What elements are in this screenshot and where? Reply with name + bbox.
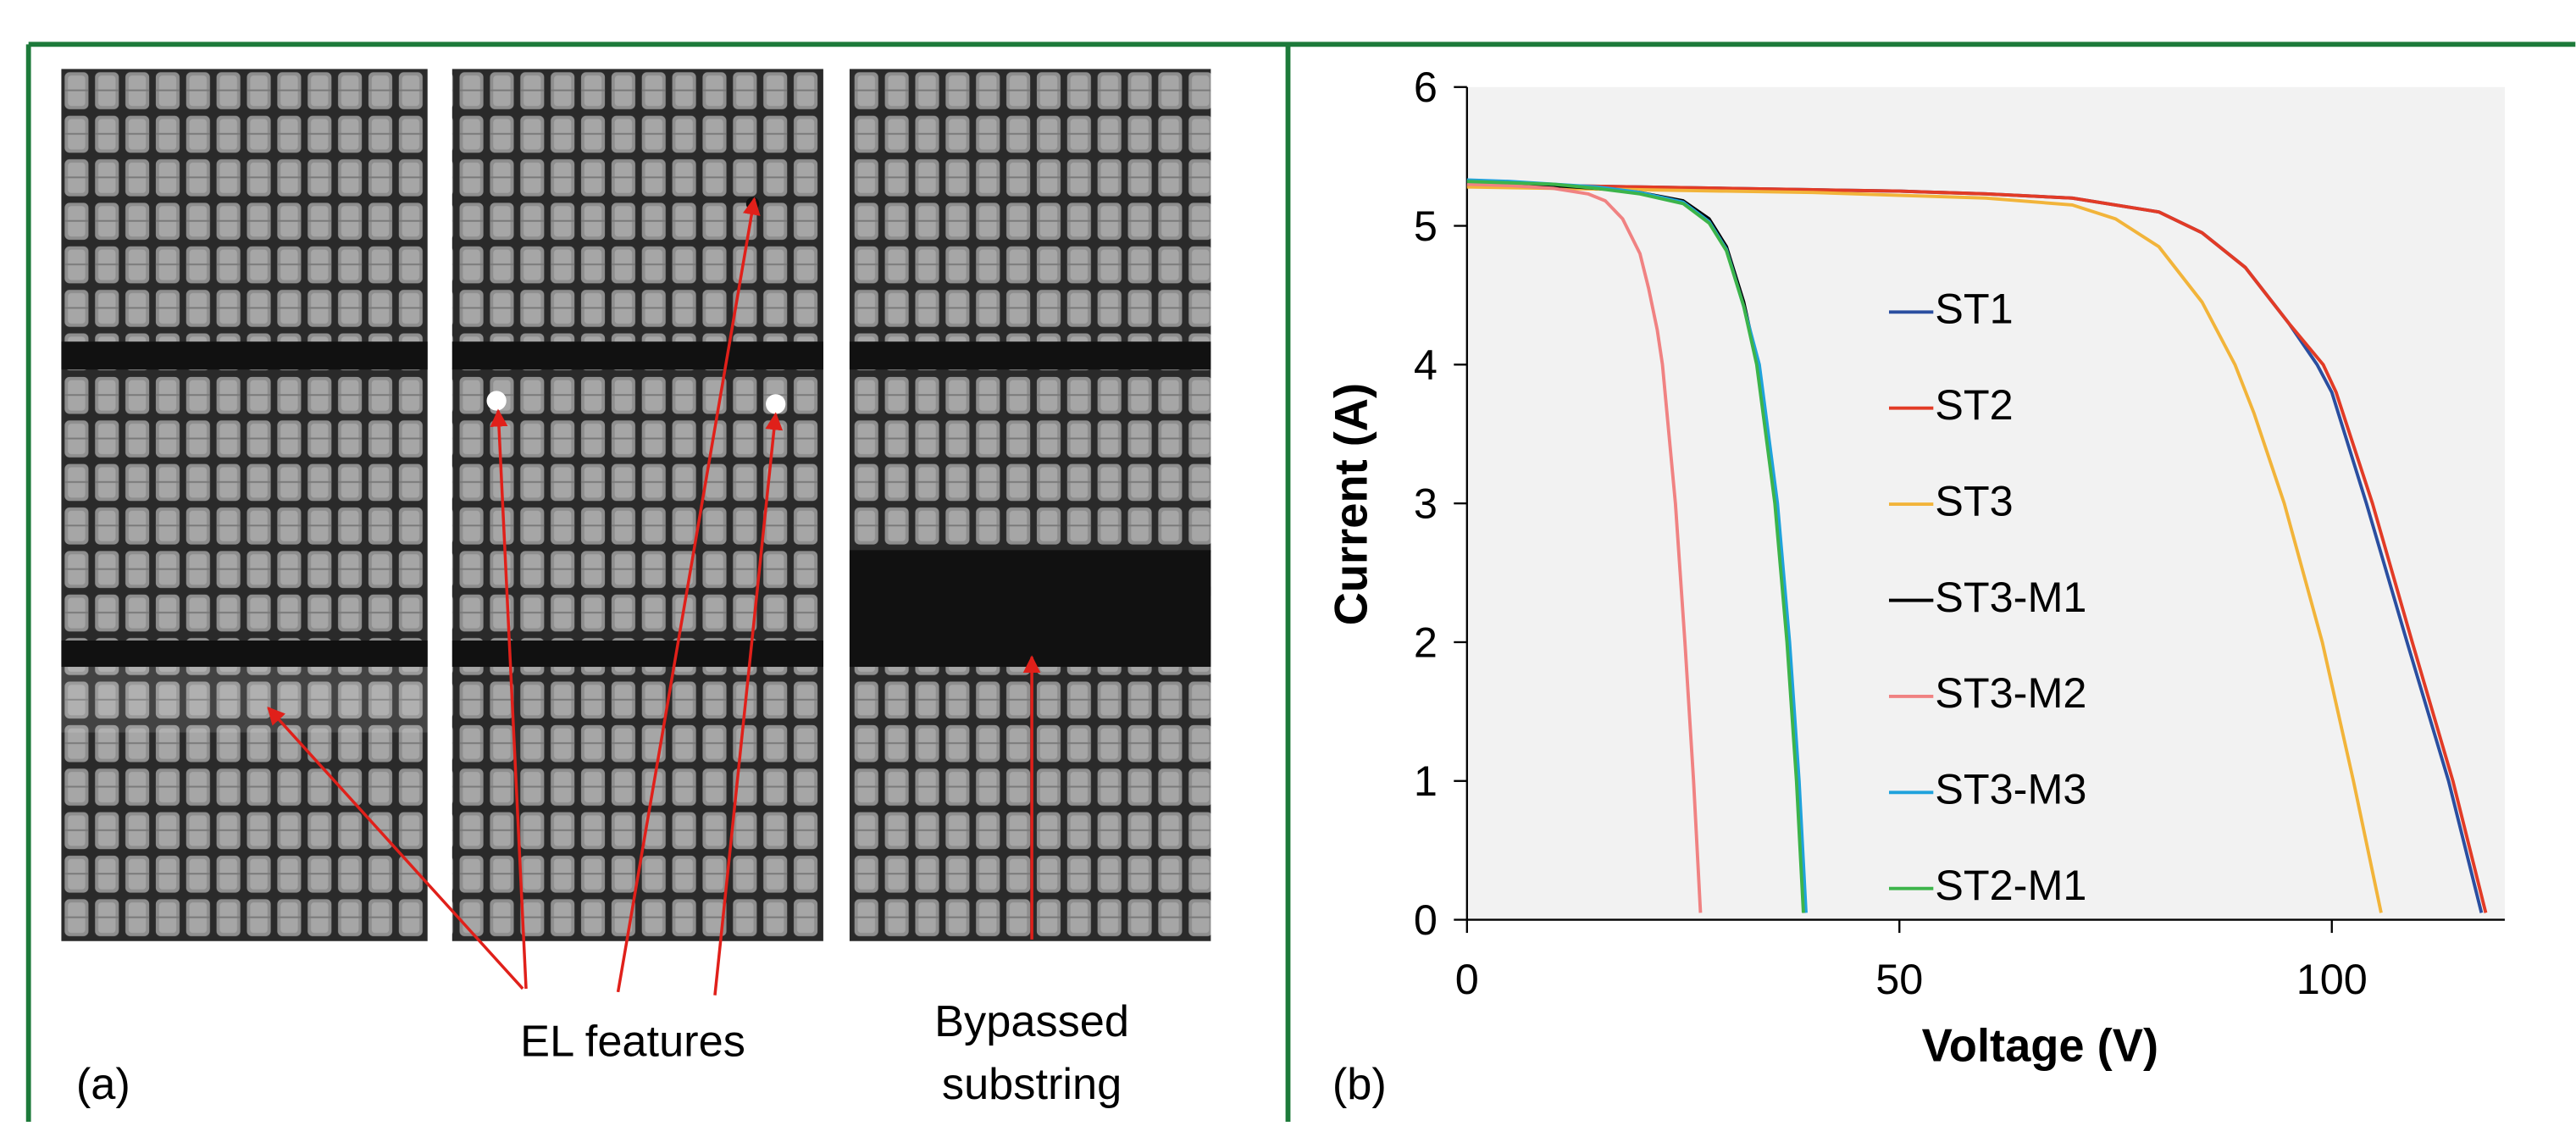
el-hotspot [486,391,507,411]
el-hotspot [766,394,786,414]
x-tick-label: 0 [1455,955,1479,1003]
panel-label: (a) [76,1060,130,1109]
annotation: Bypassed substring [934,996,1130,1109]
y-tick-label: 1 [1414,757,1438,805]
legend-label: ST3-M1 [1935,573,2086,621]
arrow [616,197,761,993]
arrow [713,412,784,996]
el-module-2 [451,69,823,941]
el-module-1 [61,69,428,941]
el-images [61,69,1211,941]
annotation-box: Bypassed substring [934,996,1130,1109]
el-gap [61,341,428,370]
x-tick-label: 50 [1875,955,1923,1003]
iv-curve [1466,185,2383,913]
y-axis-title: Current (A) [1326,383,1377,625]
el-gap [451,641,823,668]
y-tick-label: 6 [1414,63,1438,111]
el-module-3 [849,69,1211,941]
y-tick-label: 0 [1414,896,1438,944]
arrow [490,408,528,990]
y-tick-label: 4 [1414,341,1438,389]
legend-label: ST3-M3 [1935,765,2086,813]
el-bypassed [849,550,1211,668]
annotation: EL features [520,1017,745,1066]
el-gap [849,341,1211,370]
iv-chart: 0 1 2 3 4 5 6 0 50 100 ST1 ST2 ST3 ST3-M1 ST3-M2 ST3-M3… [1414,63,2505,1003]
y-tick-label: 3 [1414,480,1438,528]
iv-curve [1466,184,2488,913]
arrows [267,197,1041,996]
legend-label: ST2 [1935,380,2013,429]
plot-area [1466,86,2505,920]
arrow [267,706,524,990]
iv-curve [1466,182,1703,913]
el-gap [451,341,823,370]
x-axis-title: Voltage (V) [1922,1019,2158,1071]
el-gap [61,641,428,668]
panel-label: (b) [1332,1060,1387,1109]
x-tick-label: 100 [2296,955,2368,1003]
y-tick-label: 5 [1414,202,1438,250]
legend-label: ST2-M1 [1935,861,2086,909]
legend-label: ST3-M2 [1935,668,2086,717]
el-bright-row [61,667,428,733]
legend-label: ST3 [1935,476,2013,524]
y-tick-label: 2 [1414,618,1438,666]
frames [25,42,2576,1122]
iv-curve [1466,180,1805,913]
legend-label: ST1 [1935,285,2013,333]
